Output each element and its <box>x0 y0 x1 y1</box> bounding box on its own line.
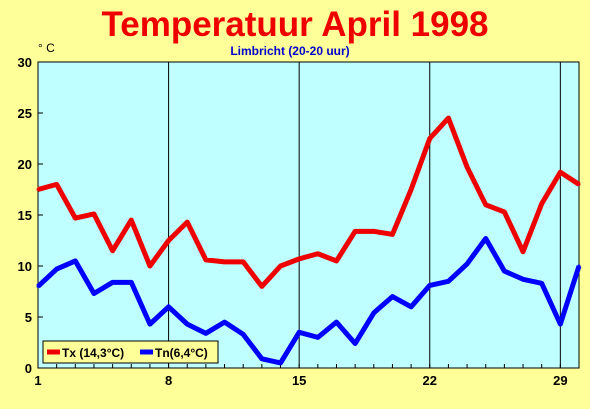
data-point-0 <box>521 250 525 254</box>
data-point-0 <box>55 182 59 186</box>
data-point-0 <box>36 188 40 191</box>
x-tick-label: 22 <box>423 373 437 388</box>
data-point-0 <box>558 170 562 174</box>
series-lines <box>36 115 582 366</box>
data-point-0 <box>428 137 432 140</box>
data-point-1 <box>353 342 357 346</box>
data-point-0 <box>446 116 450 120</box>
data-point-1 <box>129 280 133 284</box>
y-tick-label: 10 <box>18 259 32 274</box>
data-point-1 <box>92 292 96 296</box>
data-point-0 <box>167 239 171 242</box>
series-line-0 <box>37 115 581 289</box>
y-tick-label: 0 <box>25 361 32 376</box>
data-point-0 <box>372 229 376 233</box>
x-tick-labels: 1 8 15 22 29 <box>34 373 567 388</box>
y-axis-label: ° C <box>38 41 55 55</box>
chart-subtitle: Limbricht (20-20 uur) <box>230 44 349 58</box>
data-point-1 <box>167 305 171 309</box>
data-point-0 <box>409 188 413 191</box>
data-point-1 <box>540 281 544 285</box>
data-point-1 <box>390 295 394 299</box>
y-tick-labels: 0 5 10 15 20 25 30 <box>18 55 32 376</box>
data-point-1 <box>223 320 227 324</box>
x-tick-label: 29 <box>553 373 567 388</box>
data-point-1 <box>372 311 376 315</box>
data-point-1 <box>279 361 283 365</box>
data-point-1 <box>185 322 189 326</box>
data-point-0 <box>316 252 320 256</box>
x-tick-label: 8 <box>165 373 172 388</box>
data-point-1 <box>446 279 450 283</box>
chart-title: Temperatuur April 1998 <box>101 5 488 44</box>
data-point-0 <box>73 216 77 220</box>
data-point-0 <box>111 249 115 253</box>
data-point-1 <box>316 335 320 339</box>
legend-box <box>42 340 219 364</box>
x-tick-label: 15 <box>292 373 306 388</box>
data-point-0 <box>484 203 488 207</box>
data-point-0 <box>465 165 469 169</box>
data-point-1 <box>428 283 432 287</box>
data-point-1 <box>521 277 525 281</box>
data-point-0 <box>148 264 152 268</box>
data-point-0 <box>241 260 245 264</box>
data-point-0 <box>223 260 227 264</box>
y-tick-label: 5 <box>25 310 32 325</box>
data-point-0 <box>540 202 544 206</box>
data-point-0 <box>353 229 357 233</box>
data-point-1 <box>297 330 301 334</box>
data-point-1 <box>148 322 152 326</box>
data-points <box>36 116 581 365</box>
data-point-1 <box>73 259 77 263</box>
data-point-1 <box>111 280 115 284</box>
data-point-1 <box>36 284 40 288</box>
data-point-0 <box>204 258 208 262</box>
data-point-1 <box>55 267 59 271</box>
data-point-1 <box>241 332 245 336</box>
data-point-1 <box>465 262 469 266</box>
legend-label-tn: Tn(6,4°C) <box>155 346 208 360</box>
x-tick-label: 1 <box>34 373 41 388</box>
data-point-1 <box>334 320 338 324</box>
data-point-1 <box>558 322 562 326</box>
series-line-1 <box>36 235 582 366</box>
data-point-1 <box>260 357 264 361</box>
legend-label-tx: Tx (14,3°C) <box>62 346 124 360</box>
data-point-0 <box>502 210 506 214</box>
data-point-0 <box>129 218 133 222</box>
y-tick-label: 30 <box>18 55 32 70</box>
y-tick-label: 25 <box>18 106 32 121</box>
y-tick-label: 20 <box>18 157 32 172</box>
data-point-1 <box>484 236 488 240</box>
data-point-1 <box>204 331 208 335</box>
data-point-0 <box>577 182 581 186</box>
data-point-0 <box>279 264 283 268</box>
data-point-1 <box>577 264 581 268</box>
data-point-0 <box>92 212 96 216</box>
data-point-0 <box>297 257 301 261</box>
data-point-0 <box>260 284 264 288</box>
tick-marks <box>37 61 580 369</box>
data-point-0 <box>185 220 189 224</box>
data-point-1 <box>409 305 413 309</box>
data-point-1 <box>502 269 506 273</box>
plot-area <box>37 61 580 369</box>
data-point-0 <box>390 232 394 236</box>
y-tick-label: 15 <box>18 208 32 223</box>
data-point-0 <box>334 259 338 263</box>
legend: Tx (14,3°C) Tn(6,4°C) <box>42 340 219 364</box>
